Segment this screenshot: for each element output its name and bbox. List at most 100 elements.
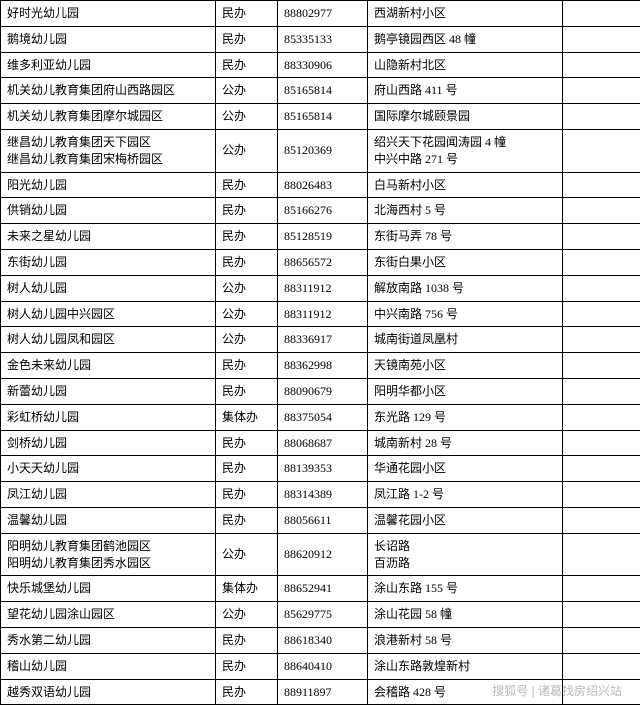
table-row: 好时光幼儿园民办88802977西湖新村小区 [1, 1, 640, 27]
cell-phone: 85335133 [278, 26, 368, 52]
cell-phone: 85165814 [278, 104, 368, 130]
cell-empty [563, 78, 640, 104]
table-row: 新蕾幼儿园民办88090679阳明华都小区 [1, 378, 640, 404]
cell-addr: 涂山东路 155 号 [368, 576, 563, 602]
cell-type: 民办 [216, 172, 278, 198]
cell-empty [563, 104, 640, 130]
cell-phone: 88620912 [278, 533, 368, 576]
cell-name: 树人幼儿园凤和园区 [1, 327, 216, 353]
cell-type: 民办 [216, 52, 278, 78]
cell-phone: 88375054 [278, 404, 368, 430]
cell-type: 公办 [216, 533, 278, 576]
cell-empty [563, 327, 640, 353]
cell-name: 凤江幼儿园 [1, 482, 216, 508]
cell-addr: 绍兴天下花园闻涛园 4 幢中兴中路 271 号 [368, 129, 563, 172]
cell-empty [563, 602, 640, 628]
table-row: 树人幼儿园中兴园区公办88311912中兴南路 756 号 [1, 301, 640, 327]
cell-phone: 88911897 [278, 679, 368, 705]
cell-type: 公办 [216, 327, 278, 353]
cell-name: 稽山幼儿园 [1, 653, 216, 679]
table-row: 供销幼儿园民办85166276北海西村 5 号 [1, 198, 640, 224]
cell-type: 民办 [216, 482, 278, 508]
cell-name: 未来之星幼儿园 [1, 224, 216, 250]
cell-empty [563, 679, 640, 705]
table-row: 彩虹桥幼儿园集体办88375054东光路 129 号 [1, 404, 640, 430]
table-row: 稽山幼儿园民办88640410涂山东路敦煌新村 [1, 653, 640, 679]
cell-empty [563, 198, 640, 224]
cell-type: 集体办 [216, 576, 278, 602]
cell-addr: 中兴南路 756 号 [368, 301, 563, 327]
cell-empty [563, 301, 640, 327]
cell-addr: 东光路 129 号 [368, 404, 563, 430]
cell-addr: 涂山花园 58 幢 [368, 602, 563, 628]
table-row: 越秀双语幼儿园民办88911897会稽路 428 号 [1, 679, 640, 705]
cell-addr: 会稽路 428 号 [368, 679, 563, 705]
cell-empty [563, 430, 640, 456]
table-row: 继昌幼儿教育集团天下园区继昌幼儿教育集团宋梅桥园区公办85120369绍兴天下花… [1, 129, 640, 172]
table-row: 小天天幼儿园民办88139353华通花园小区 [1, 456, 640, 482]
cell-addr: 北海西村 5 号 [368, 198, 563, 224]
cell-addr: 府山西路 411 号 [368, 78, 563, 104]
cell-empty [563, 404, 640, 430]
cell-empty [563, 482, 640, 508]
cell-type: 公办 [216, 78, 278, 104]
cell-name: 阳光幼儿园 [1, 172, 216, 198]
cell-phone: 88311912 [278, 275, 368, 301]
cell-phone: 85629775 [278, 602, 368, 628]
cell-empty [563, 378, 640, 404]
cell-type: 民办 [216, 653, 278, 679]
table-row: 树人幼儿园凤和园区公办88336917城南街道凤凰村 [1, 327, 640, 353]
kindergarten-table: 好时光幼儿园民办88802977西湖新村小区鹅境幼儿园民办85335133鹅亭镜… [0, 0, 640, 705]
cell-name: 阳明幼儿教育集团鹤池园区阳明幼儿教育集团秀水园区 [1, 533, 216, 576]
cell-name: 供销幼儿园 [1, 198, 216, 224]
cell-type: 公办 [216, 301, 278, 327]
table-row: 未来之星幼儿园民办85128519东街马弄 78 号 [1, 224, 640, 250]
cell-type: 集体办 [216, 404, 278, 430]
cell-phone: 88139353 [278, 456, 368, 482]
table-row: 金色未来幼儿园民办88362998天镜南苑小区 [1, 353, 640, 379]
cell-empty [563, 52, 640, 78]
cell-name: 机关幼儿教育集团府山西路园区 [1, 78, 216, 104]
cell-empty [563, 129, 640, 172]
cell-addr: 山隐新村北区 [368, 52, 563, 78]
cell-phone: 88026483 [278, 172, 368, 198]
cell-phone: 88618340 [278, 627, 368, 653]
cell-type: 民办 [216, 224, 278, 250]
cell-phone: 88056611 [278, 507, 368, 533]
cell-empty [563, 507, 640, 533]
cell-type: 民办 [216, 26, 278, 52]
cell-empty [563, 533, 640, 576]
table-row: 阳明幼儿教育集团鹤池园区阳明幼儿教育集团秀水园区公办88620912长诏路百沥路 [1, 533, 640, 576]
table-row: 望花幼儿园涂山园区公办85629775涂山花园 58 幢 [1, 602, 640, 628]
cell-type: 公办 [216, 129, 278, 172]
cell-phone: 88336917 [278, 327, 368, 353]
cell-empty [563, 275, 640, 301]
cell-name: 望花幼儿园涂山园区 [1, 602, 216, 628]
cell-type: 公办 [216, 602, 278, 628]
cell-type: 民办 [216, 627, 278, 653]
table-row: 树人幼儿园公办88311912解放南路 1038 号 [1, 275, 640, 301]
cell-name: 机关幼儿教育集团摩尔城园区 [1, 104, 216, 130]
table-row: 机关幼儿教育集团府山西路园区公办85165814府山西路 411 号 [1, 78, 640, 104]
table-row: 鹅境幼儿园民办85335133鹅亭镜园西区 48 幢 [1, 26, 640, 52]
cell-phone: 85120369 [278, 129, 368, 172]
cell-addr: 鹅亭镜园西区 48 幢 [368, 26, 563, 52]
cell-phone: 88802977 [278, 1, 368, 27]
cell-addr: 天镜南苑小区 [368, 353, 563, 379]
cell-name: 彩虹桥幼儿园 [1, 404, 216, 430]
cell-empty [563, 1, 640, 27]
cell-addr: 白马新村小区 [368, 172, 563, 198]
cell-type: 民办 [216, 378, 278, 404]
table-row: 机关幼儿教育集团摩尔城园区公办85165814国际摩尔城颐景园 [1, 104, 640, 130]
cell-phone: 88090679 [278, 378, 368, 404]
table-row: 秀水第二幼儿园民办88618340浪港新村 58 号 [1, 627, 640, 653]
cell-empty [563, 172, 640, 198]
cell-phone: 88330906 [278, 52, 368, 78]
cell-type: 民办 [216, 249, 278, 275]
cell-type: 民办 [216, 353, 278, 379]
cell-type: 民办 [216, 1, 278, 27]
cell-type: 民办 [216, 430, 278, 456]
cell-addr: 解放南路 1038 号 [368, 275, 563, 301]
cell-empty [563, 576, 640, 602]
table-row: 快乐城堡幼儿园集体办88652941涂山东路 155 号 [1, 576, 640, 602]
